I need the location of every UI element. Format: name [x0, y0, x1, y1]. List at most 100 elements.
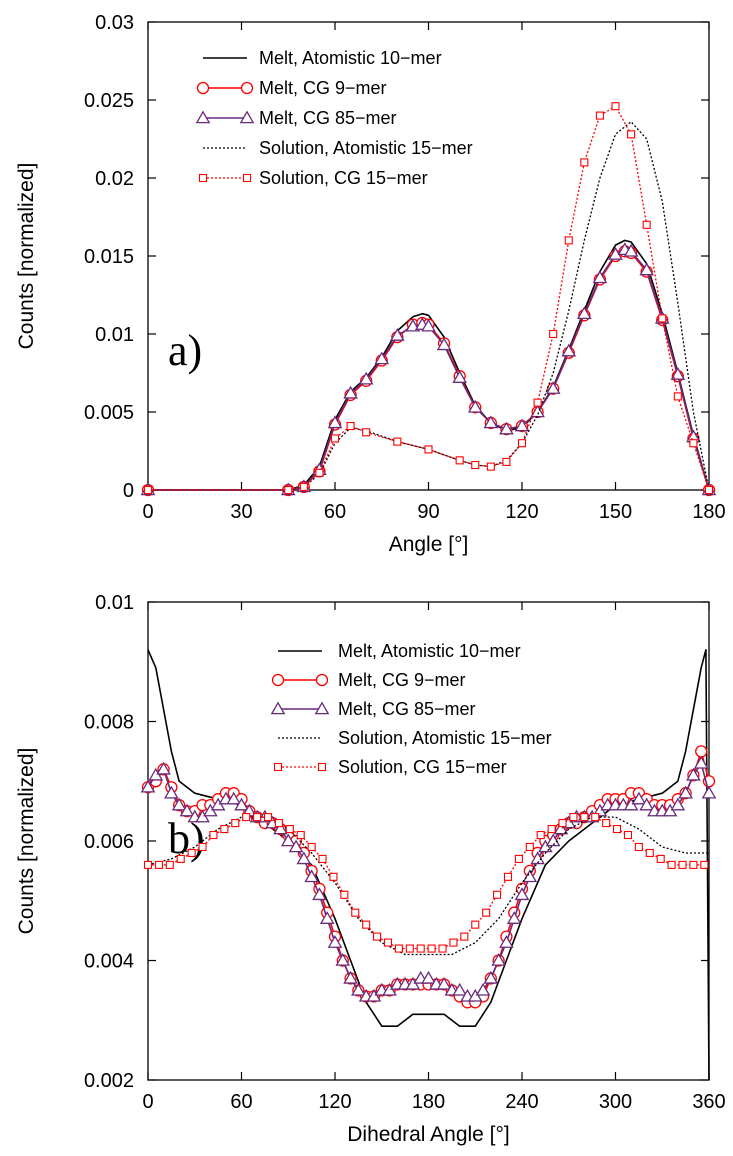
chart2-ytick-label: 0.004 — [84, 951, 134, 973]
chart1-series-5-point — [455, 456, 464, 465]
chart2-legend-label-5: Solution, CG 15−mer — [338, 757, 507, 777]
chart1-series-5-point — [393, 437, 402, 446]
chart1-series-3-point — [577, 306, 592, 320]
chart2-legend-marker — [317, 762, 327, 772]
chart1-series-3-point — [358, 371, 374, 385]
chart1-legend-label-1: Melt, Atomistic 10−mer — [259, 48, 442, 68]
chart2-series-3-point — [343, 970, 358, 984]
chart1-series-5-point — [362, 428, 371, 437]
chart1-series-5-point — [471, 460, 480, 470]
chart2-series-5-point — [700, 860, 709, 869]
chart2-series-3-point — [475, 982, 491, 996]
chart1-legend-label-4: Solution, Atomistic 15−mer — [259, 138, 473, 158]
chart1-series-3-point — [390, 328, 405, 341]
chart1-legend-marker — [198, 173, 208, 183]
chart2-series-5-point — [558, 819, 567, 828]
chart2-series-5-point — [143, 860, 153, 869]
chart1-series-5-point — [486, 462, 495, 471]
chart2-series-3-point — [491, 952, 506, 966]
chart2-series-5-point — [547, 824, 556, 834]
chart1-ytick-label: 0.01 — [95, 324, 134, 346]
chart1-series-5-point — [549, 329, 558, 339]
chart2-series-3-point — [164, 785, 179, 799]
chart2-series-5-point — [602, 819, 611, 828]
chart1-series-5-point — [143, 485, 153, 495]
chart2-series-5-point — [394, 944, 403, 953]
chart1-legend-marker — [196, 81, 210, 95]
chart2-series-3-point — [631, 791, 647, 805]
chart2-series-5-point — [318, 854, 327, 863]
chart2-series-3-point — [156, 761, 171, 775]
chart1-series-5-point — [627, 130, 636, 139]
chart2-series-5-point — [296, 830, 305, 840]
chart1-xtick-label: 120 — [505, 501, 538, 523]
chart2-series-5-point — [525, 842, 534, 852]
chart2-legend: Melt, Atomistic 10−mer Melt, CG 9−mer Melt… — [270, 641, 552, 777]
chart2-ytick-label: 0.006 — [84, 831, 134, 853]
chart1-series-5-point — [346, 421, 355, 431]
chart2-series-5-point — [263, 813, 273, 822]
chart2-series-3-point — [273, 821, 288, 835]
chart1-series-3-point — [467, 399, 483, 413]
chart2-series-5-point — [373, 932, 382, 941]
chart1-series-5-point — [315, 468, 324, 477]
chart2-series-5-point — [482, 908, 491, 917]
chart1-series-2 — [141, 245, 716, 497]
chart1-series-5-point — [424, 445, 433, 454]
chart2-series-5-point — [220, 824, 229, 834]
chart1-series-5-point — [611, 102, 620, 111]
chart2-series-5 — [143, 813, 709, 953]
chart2-series-5-point — [154, 860, 163, 869]
chart2-ytick-label: 0.002 — [84, 1070, 134, 1092]
chart2-y-axis-title: Counts [normalized] — [15, 748, 38, 935]
chart1-series-3-point — [623, 243, 639, 257]
chart1-legend-label-2: Melt, CG 9−mer — [259, 78, 387, 98]
chart1-legend-marker — [195, 110, 211, 124]
chart2-series-5-point — [329, 872, 338, 881]
chart1-ytick-label: 0 — [123, 480, 134, 502]
chart2-series-5-point — [285, 824, 294, 834]
chart1-series-5-point — [673, 392, 682, 401]
chart1-series-3 — [140, 242, 717, 496]
chart2-legend-label-1: Melt, Atomistic 10−mer — [338, 641, 521, 661]
chart1-series-4 — [148, 121, 710, 491]
chart1-legend-marker — [240, 81, 254, 95]
chart2-series-5-point — [416, 944, 425, 953]
chart2-series-5-point — [231, 819, 240, 828]
chart2-series-2 — [141, 745, 716, 1009]
chart1-series-5 — [143, 102, 714, 495]
chart2-series-5-point — [383, 938, 393, 947]
chart1-xtick-label: 180 — [692, 501, 725, 523]
chart2-series-3-point — [171, 797, 187, 811]
chart2-series-5-point — [362, 920, 371, 929]
chart1-ytick-label: 0.03 — [95, 12, 134, 34]
chart1-xtick-label: 60 — [324, 501, 346, 523]
chart1-series-3-line — [148, 249, 710, 491]
chart1-xtick-label: 0 — [142, 501, 153, 523]
chart1-series-3-point — [499, 421, 514, 435]
chart2-series-3-point — [327, 935, 343, 948]
chart1-series-3-point — [514, 418, 530, 432]
chart2-series-3-point — [296, 851, 312, 865]
chart2-series-5-point — [645, 848, 654, 858]
chart1-series-3-point — [343, 385, 358, 399]
chart2-series-5-point — [569, 813, 578, 822]
chart2-series-5-line — [148, 816, 705, 950]
chart2-series-3-point — [639, 797, 654, 811]
chart2-x-axis-title: Dihedral Angle [°] — [347, 1123, 510, 1146]
chart1-ytick-label: 0.015 — [84, 246, 134, 268]
chart2-series-5-point — [274, 819, 283, 828]
chart2-series-4 — [147, 816, 709, 956]
chart1-series-4-line — [148, 121, 710, 491]
chart2-series-4-line — [147, 816, 709, 956]
chart1-series-5-point — [658, 314, 667, 323]
chart2-series-3-point — [280, 833, 296, 847]
chart2-legend-label-3: Melt, CG 85−mer — [338, 699, 476, 719]
chart1-series-3-point — [670, 367, 686, 380]
chart1-legend-marker — [239, 110, 255, 124]
chart1-series-3-point — [545, 381, 561, 394]
chart2-series-3-point — [319, 911, 335, 924]
chart2-series-3-point — [670, 797, 686, 811]
chart2-series-5-point — [613, 824, 622, 834]
